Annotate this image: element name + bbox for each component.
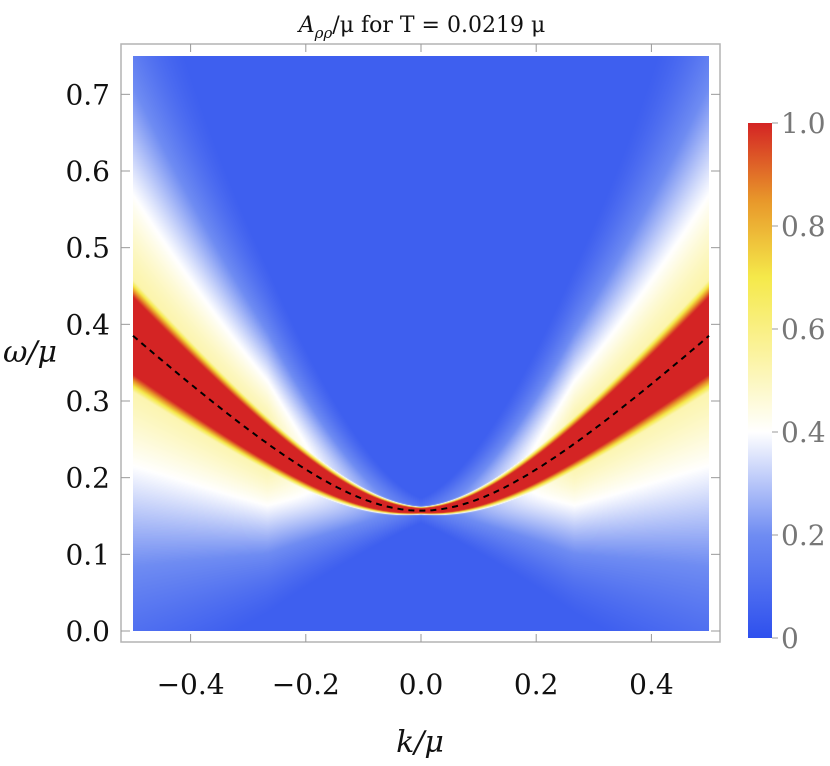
y-tick-label: 0.0 (65, 615, 110, 648)
colorbar-tick-label: 0.6 (781, 313, 826, 346)
y-tick-label: 0.2 (65, 462, 110, 495)
colorbar (748, 123, 772, 638)
chart-title: Aρρ/μ for T = 0.0219 μ (297, 13, 546, 42)
title-symbol: A (297, 13, 315, 38)
title-subscript: ρρ (314, 24, 333, 42)
y-axis-label: ω/μ (3, 335, 57, 370)
colorbar-tick-label: 1.0 (781, 107, 826, 140)
colorbar-tick-label: 0 (781, 622, 799, 655)
colorbar-tick-label: 0.4 (781, 416, 826, 449)
heatmap-image (133, 56, 709, 631)
dispersion-curve (132, 335, 710, 512)
colorbar-tick-label: 0.2 (781, 519, 826, 552)
x-tick-label: −0.2 (272, 668, 340, 701)
x-axis-label: k/μ (396, 725, 444, 760)
x-tick-label: −0.4 (157, 668, 225, 701)
y-tick-label: 0.4 (65, 308, 110, 341)
colorbar-ticks: 0 0.2 0.4 0.6 0.8 1.0 (772, 107, 826, 655)
y-tick-label: 0.6 (65, 155, 110, 188)
title-rest: /μ for T = 0.0219 μ (332, 13, 545, 38)
y-tick-label: 0.5 (65, 232, 110, 265)
x-tick-label: 0.0 (399, 668, 444, 701)
x-axis-ticks: −0.4 −0.2 0.0 0.2 0.4 (157, 44, 674, 701)
colorbar-tick-label: 0.8 (781, 210, 826, 243)
y-tick-label: 0.3 (65, 385, 110, 418)
y-axis-ticks: 0.0 0.1 0.2 0.3 0.4 0.5 0.6 0.7 (65, 78, 720, 648)
y-tick-label: 0.1 (65, 538, 110, 571)
x-tick-label: 0.4 (629, 668, 674, 701)
y-tick-label: 0.7 (65, 78, 110, 111)
x-tick-label: 0.2 (514, 668, 559, 701)
